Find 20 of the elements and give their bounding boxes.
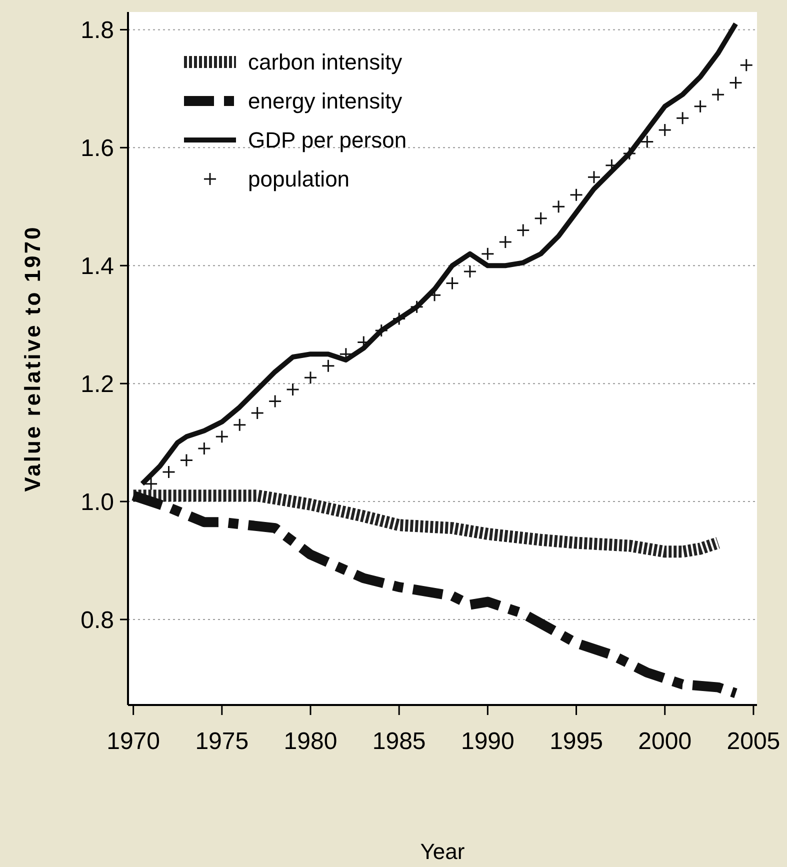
y-tick-label: 1.4 xyxy=(80,253,114,280)
x-tick-label: 1985 xyxy=(372,728,426,755)
y-axis-title: Value relative to 1970 xyxy=(20,225,45,492)
y-tick-label: 1.2 xyxy=(80,370,114,398)
legend-label: GDP per person xyxy=(248,128,407,153)
x-tick-label: 1995 xyxy=(550,728,603,755)
x-tick-label: 1975 xyxy=(195,728,249,755)
legend-label: population xyxy=(248,166,350,192)
y-tick-label: 1.0 xyxy=(80,488,114,516)
legend-label: carbon intensity xyxy=(248,50,402,75)
y-tick-label: 0.8 xyxy=(80,606,114,634)
x-tick-label: 2005 xyxy=(726,728,780,755)
y-tick-label: 1.6 xyxy=(80,135,114,162)
x-tick-label: 1980 xyxy=(284,728,338,755)
x-tick-label: 1970 xyxy=(106,728,160,755)
y-tick-label: 1.8 xyxy=(80,17,114,44)
x-tick-label: 2000 xyxy=(638,728,692,755)
x-tick-label: 1990 xyxy=(460,728,514,755)
legend-label: energy intensity xyxy=(248,88,402,114)
x-axis-title: Year xyxy=(420,839,465,864)
